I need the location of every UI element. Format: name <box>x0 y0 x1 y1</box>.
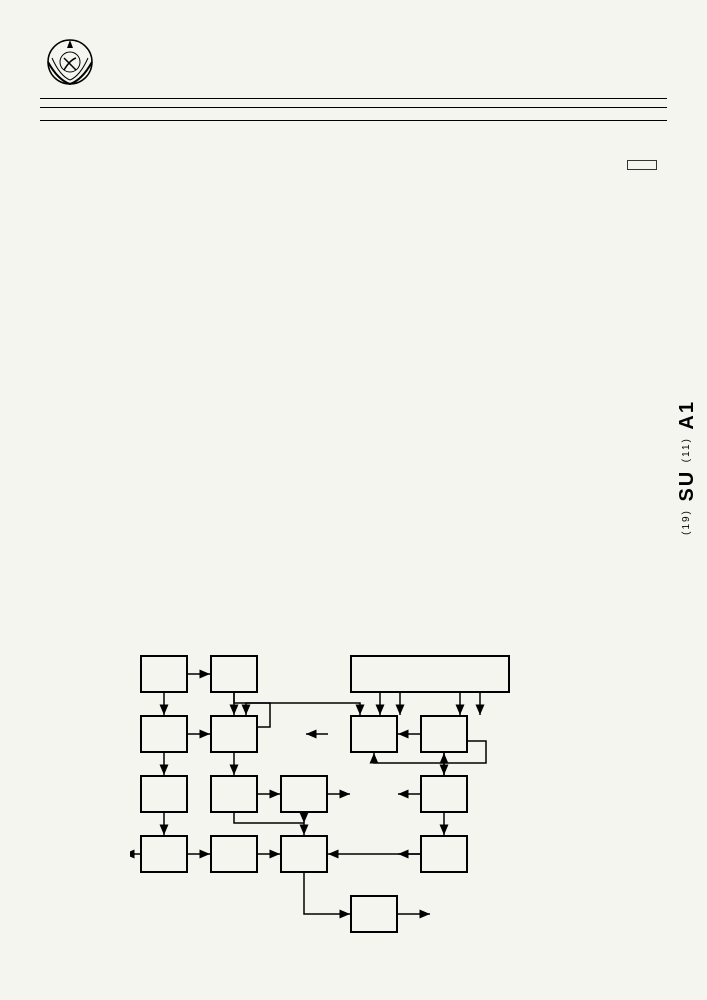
node-9 <box>210 775 258 813</box>
node-16 <box>350 895 398 933</box>
node-10 <box>280 775 328 813</box>
node-5 <box>210 715 258 753</box>
node-4 <box>140 715 188 753</box>
block-diagram <box>130 645 550 975</box>
publication-code <box>647 50 657 81</box>
divider <box>40 120 667 121</box>
node-13 <box>210 835 258 873</box>
column-left <box>40 139 342 145</box>
divider <box>40 107 667 108</box>
node-6 <box>350 715 398 753</box>
ussr-emblem-icon <box>40 30 100 90</box>
column-right <box>366 139 668 145</box>
node-11 <box>420 775 468 813</box>
node-2 <box>210 655 258 693</box>
node-8 <box>140 775 188 813</box>
diagram-wires <box>130 645 550 975</box>
divider <box>40 98 667 99</box>
node-14 <box>280 835 328 873</box>
node-3 <box>350 655 510 693</box>
side-publication-code: (19) SU (11) A1 <box>676 400 699 535</box>
node-7 <box>420 715 468 753</box>
node-15 <box>420 835 468 873</box>
header-row <box>40 30 667 90</box>
node-1 <box>140 655 188 693</box>
stamp-box <box>627 160 657 170</box>
node-12 <box>140 835 188 873</box>
body-columns <box>40 139 667 145</box>
patent-page: (19) SU (11) A1 <box>0 0 707 1000</box>
